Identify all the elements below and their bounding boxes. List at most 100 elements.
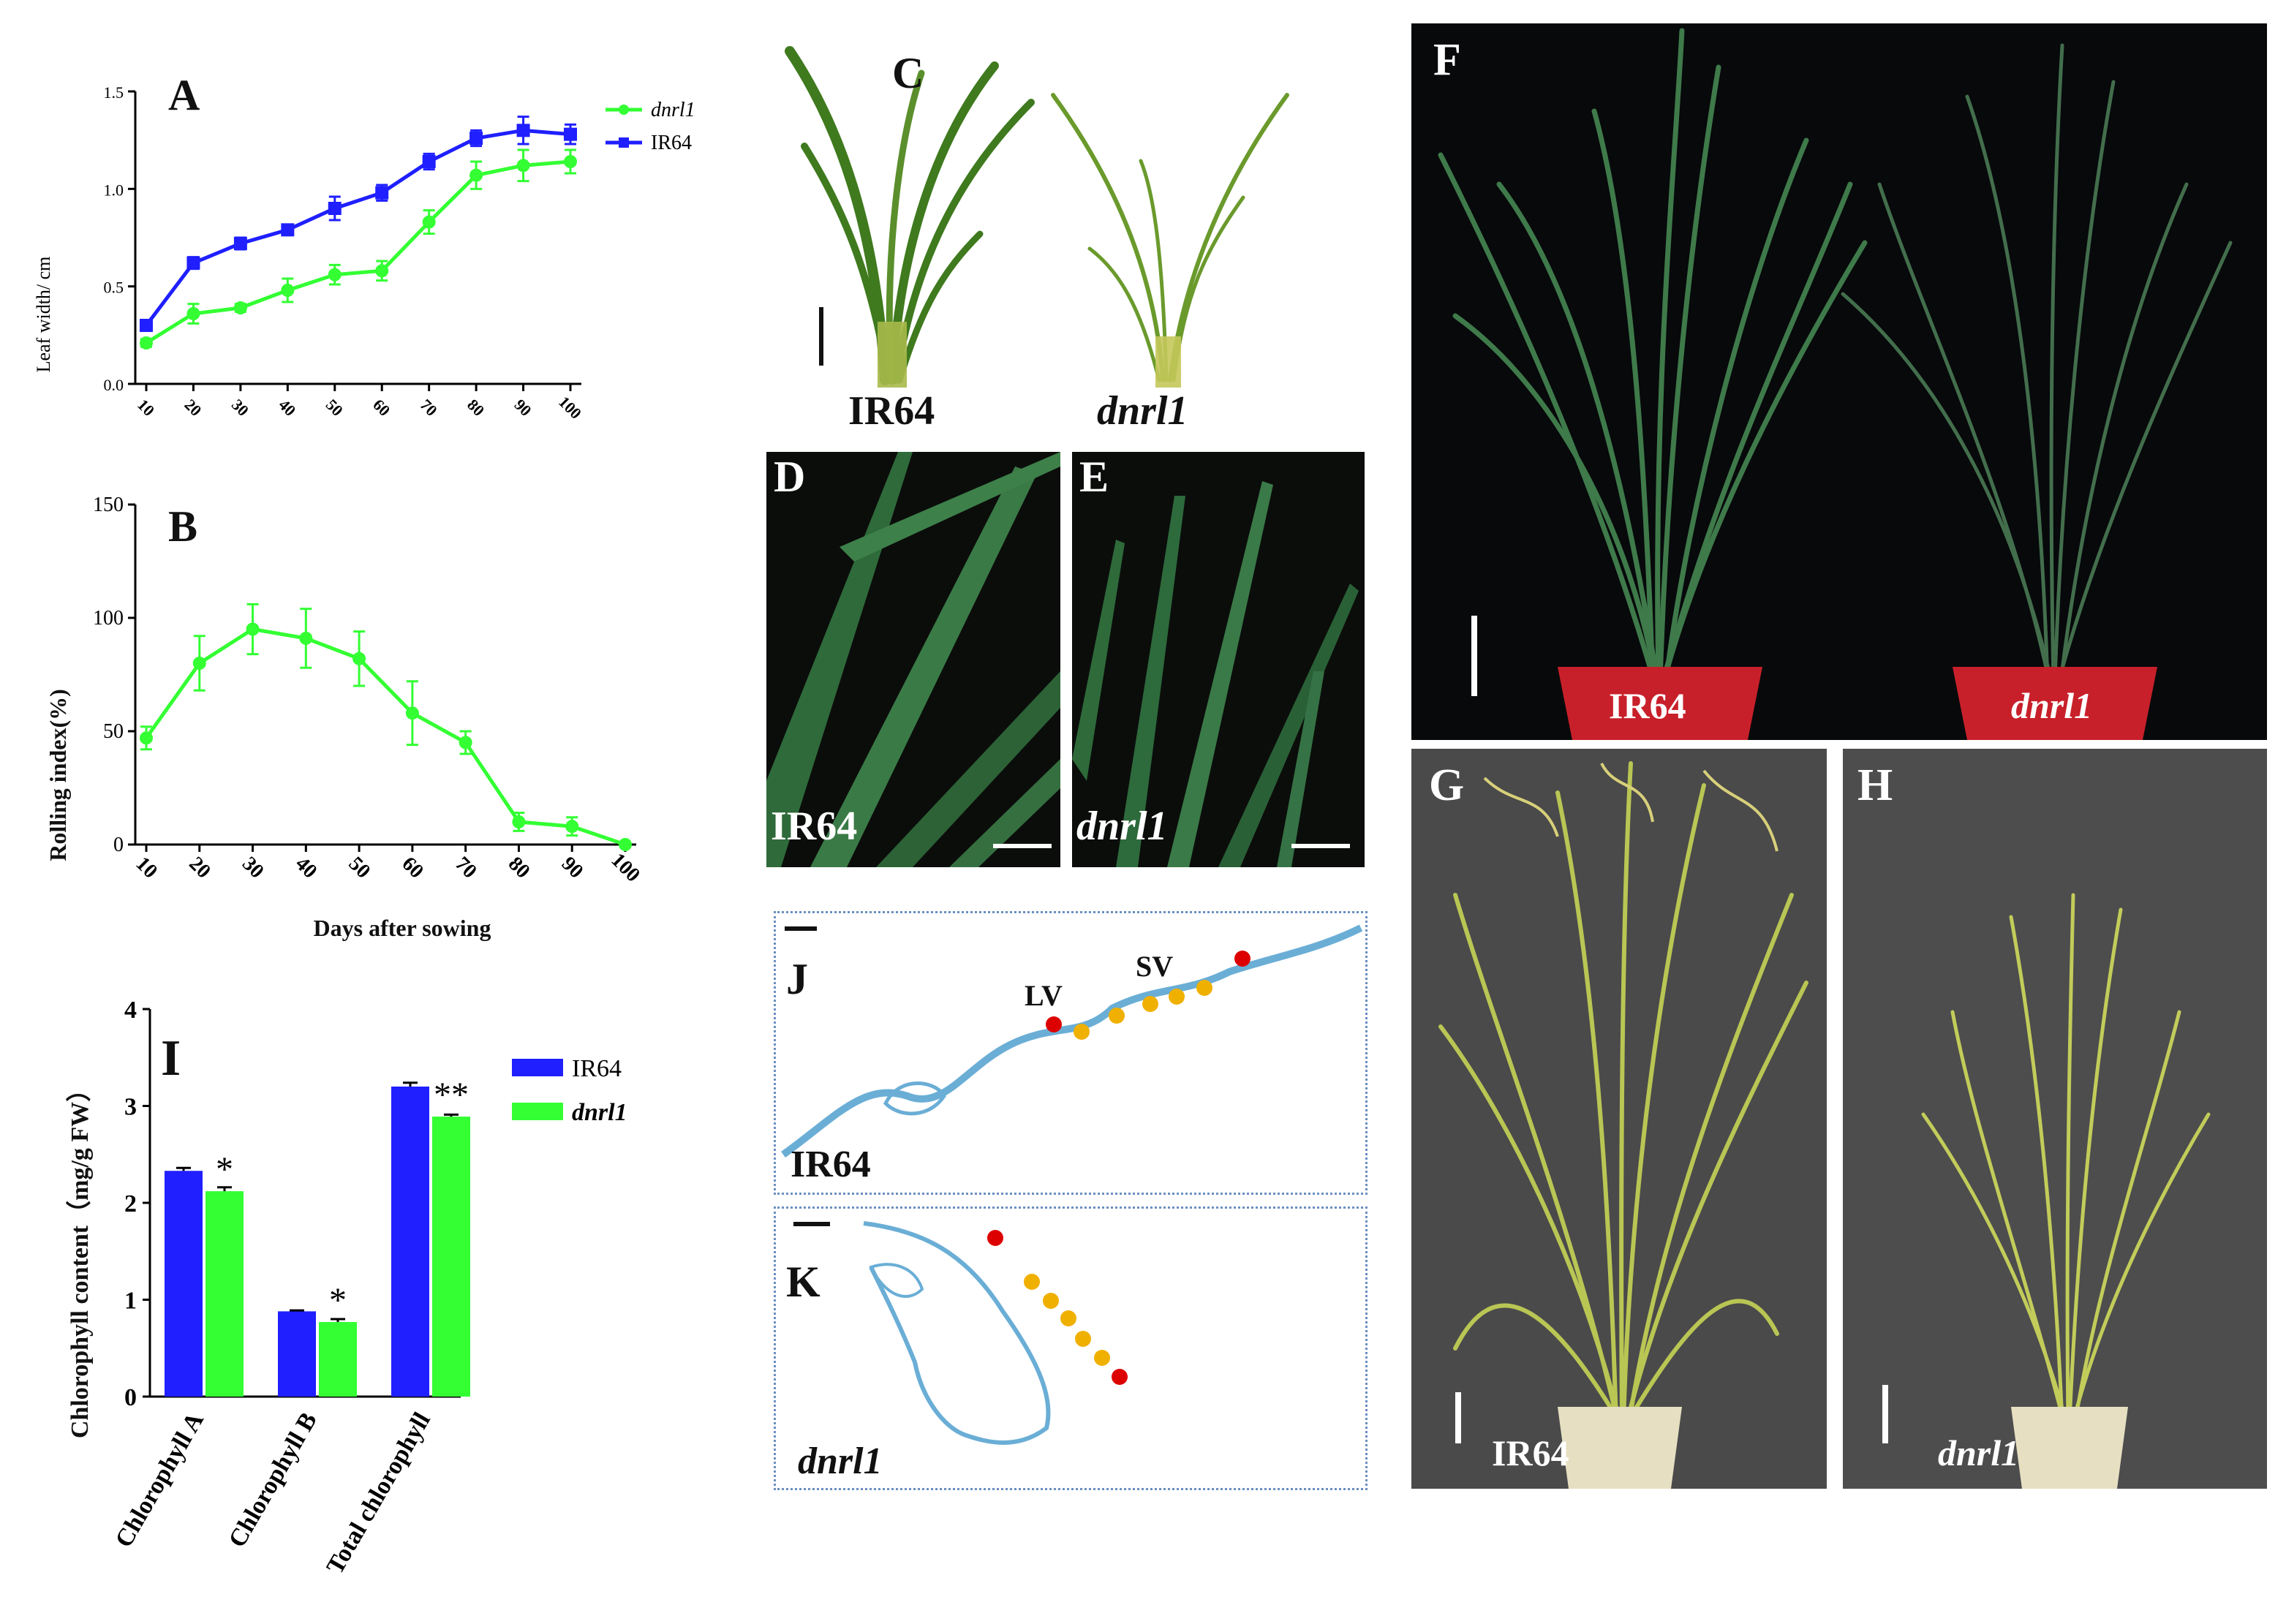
data-point: [375, 186, 389, 200]
mature-plant-g: G IR64: [1429, 760, 1808, 1489]
photo-d-label: D: [774, 453, 806, 501]
significance-mark: **: [434, 1076, 469, 1114]
x-tick-label: 10: [131, 853, 162, 883]
data-point: [422, 215, 436, 229]
y-tick-label: 1.0: [104, 181, 124, 199]
chart-i-legend: IR64 dnrl1: [512, 1055, 627, 1126]
section-j-label: J: [786, 955, 808, 1003]
chart-b-axes: 0 50 100 150 10 20 30 40 50 60 70 80 90 100: [93, 494, 644, 886]
section-k: K dnrl1: [774, 1206, 1368, 1490]
photo-d-genotype: IR64: [771, 804, 858, 849]
data-point: [516, 124, 530, 137]
y-tick-label: 4: [124, 997, 137, 1024]
legend-i-ir64: IR64: [572, 1055, 622, 1082]
data-point: [564, 127, 577, 141]
chart-i-label: I: [161, 1030, 181, 1087]
mature-plant-h: H dnrl1: [1857, 760, 2211, 1489]
y-tick-label: 100: [93, 607, 124, 630]
data-point: [140, 731, 153, 745]
series-line-dnrl1: [144, 627, 626, 847]
x-tick-label: 40: [291, 853, 322, 883]
x-tick-label: 50: [322, 396, 347, 420]
photo-c-wt-label: IR64: [848, 388, 935, 434]
y-tick-label: 0: [124, 1384, 137, 1411]
x-tick-label: 90: [511, 396, 535, 420]
data-point: [512, 815, 526, 828]
data-point: [328, 268, 342, 282]
x-tick-label: 70: [417, 396, 441, 420]
data-point: [246, 622, 260, 636]
data-point: [186, 307, 200, 320]
y-tick-label: 1.5: [104, 83, 124, 102]
photo-e-genotype: dnrl1: [1076, 804, 1168, 849]
photo-h-label: H: [1857, 760, 1893, 810]
section-j-genotype: IR64: [791, 1144, 871, 1185]
chart-a: A Leaf width/ cm 0.0 0.5 1.0 1.5 10 20 30 40 50 6…: [33, 71, 695, 423]
chart-b: B Rolling index(%) Days after sowing 0 50…: [45, 494, 644, 941]
bar-IR64: [278, 1311, 316, 1397]
leaf-closeup-ir64: [766, 452, 1060, 867]
scale-bar: [993, 844, 1052, 848]
photo-f: F IR64 dnrl1: [1411, 23, 2267, 740]
x-tick-label: 60: [397, 853, 428, 883]
data-point: [352, 652, 366, 665]
data-point: [299, 631, 313, 645]
photo-h: H dnrl1: [1843, 749, 2267, 1489]
chart-a-label: A: [168, 71, 200, 119]
x-tick-label: 100: [607, 849, 645, 887]
scale-bar: [1291, 844, 1350, 848]
chart-a-legend: dnrl1 IR64: [606, 99, 695, 154]
significance-mark: *: [329, 1281, 347, 1320]
chart-i: I Chlorophyll content（mg/g FW） 0 1 2 3 4 Chlo…: [65, 997, 627, 1579]
photo-e-label: E: [1079, 453, 1109, 501]
photo-g: G IR64: [1411, 749, 1827, 1489]
photo-g-label: G: [1429, 760, 1464, 810]
category-label: Chlorophyll A: [110, 1408, 209, 1552]
chart-i-bars: ****: [165, 1076, 470, 1397]
photo-f-wt: IR64: [1609, 685, 1686, 726]
data-point: [186, 256, 200, 270]
bar-IR64: [165, 1171, 203, 1397]
data-point: [281, 223, 295, 237]
data-point: [469, 132, 483, 145]
data-point: [565, 820, 579, 834]
x-tick-label: 30: [238, 853, 268, 883]
legend-a-ir64: IR64: [651, 132, 692, 154]
x-tick-label: 60: [369, 396, 393, 420]
data-point: [140, 319, 153, 332]
small-vein-label: SV: [1136, 950, 1173, 983]
photo-h-genotype: dnrl1: [1938, 1432, 2019, 1473]
x-tick-label: 50: [344, 853, 375, 883]
chart-b-series: [140, 603, 632, 851]
section-k-label: K: [786, 1258, 821, 1306]
chart-i-ylabel: Chlorophyll content（mg/g FW）: [65, 1077, 94, 1438]
photo-c-label: C: [892, 49, 924, 97]
legend-a-dnrl1: dnrl1: [651, 99, 695, 121]
cross-section-ir64: J LV SV IR64: [781, 924, 1363, 1185]
bar-IR64: [391, 1087, 429, 1397]
data-point: [233, 237, 247, 250]
x-tick-label: 10: [134, 396, 158, 420]
y-tick-label: 1: [124, 1288, 137, 1315]
seedlings-illustration: C IR64 dnrl1: [785, 46, 1289, 434]
y-tick-label: 150: [93, 494, 124, 516]
y-tick-label: 0.5: [104, 279, 124, 297]
x-tick-label: 100: [555, 393, 585, 423]
category-label: Total chlorophyll: [322, 1408, 436, 1579]
leaf-closeup-dnrl1: [1072, 481, 1359, 867]
category-label: Chlorophyll B: [224, 1408, 322, 1552]
significance-mark: *: [216, 1150, 233, 1189]
data-point: [516, 159, 530, 173]
chart-b-xlabel: Days after sowing: [314, 915, 491, 941]
x-tick-label: 20: [184, 853, 215, 883]
x-tick-label: 20: [181, 396, 205, 420]
photo-f-label: F: [1433, 35, 1461, 85]
chart-a-series: [140, 116, 577, 350]
x-tick-label: 80: [464, 396, 488, 420]
mature-plants-f: F IR64 dnrl1: [1433, 28, 2233, 740]
chart-b-label: B: [168, 502, 197, 551]
data-point: [328, 202, 342, 215]
chart-a-ylabel: Leaf width/ cm: [33, 257, 54, 373]
section-j: J LV SV IR64: [774, 911, 1368, 1195]
y-tick-label: 0.0: [104, 376, 124, 394]
